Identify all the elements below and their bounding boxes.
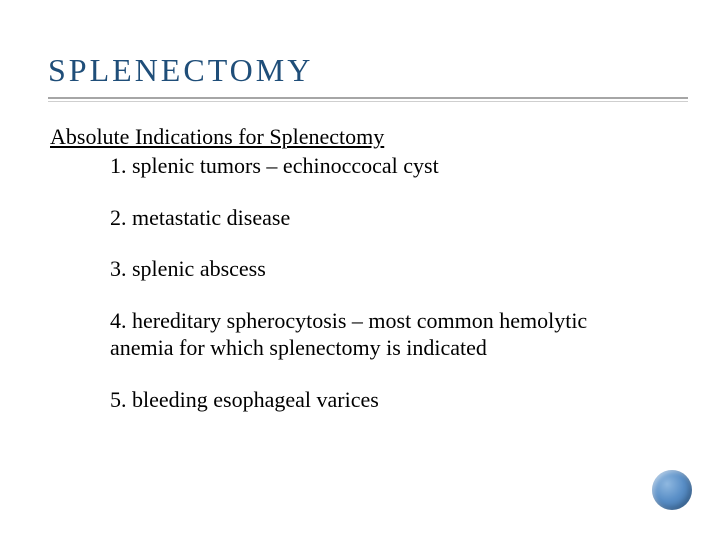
title-rule-outer xyxy=(48,97,688,99)
accent-circle-icon xyxy=(652,470,692,510)
slide: SPLENECTOMY Absolute Indications for Spl… xyxy=(0,0,720,540)
list-item: 1. splenic tumors – echinoccocal cyst xyxy=(48,152,672,180)
page-title: SPLENECTOMY xyxy=(48,52,672,89)
list-item: 4. hereditary spherocytosis – most commo… xyxy=(48,307,672,362)
list-item: 2. metastatic disease xyxy=(48,204,672,232)
section-subtitle: Absolute Indications for Splenectomy xyxy=(48,124,672,150)
list-item: 3. splenic abscess xyxy=(48,255,672,283)
title-rule-inner xyxy=(48,101,688,102)
list-item: 5. bleeding esophageal varices xyxy=(48,386,672,414)
